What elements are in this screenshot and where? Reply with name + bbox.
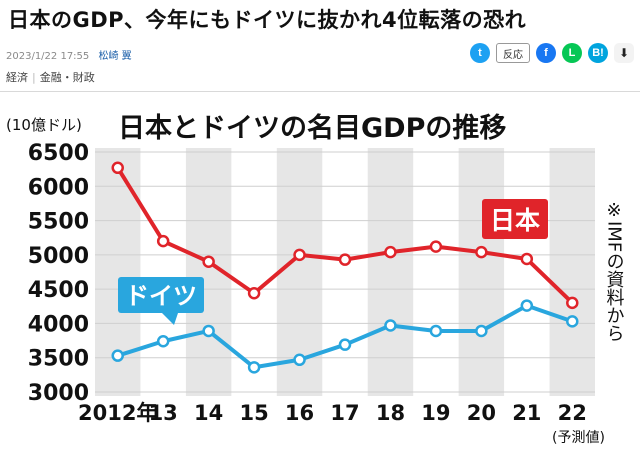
article-meta: 2023/1/22 17:55 松崎 翼 [6,47,132,62]
article-timestamp: 2023/1/22 17:55 [6,51,90,62]
data-point [156,234,170,248]
data-point [475,324,488,338]
data-point [293,353,306,367]
series-label-germany: ドイツ [125,282,197,310]
series-label-box [482,199,548,239]
y-tick-label: 6000 [28,175,89,200]
data-point [475,245,488,259]
chart-title: 日本とドイツの名目GDPの推移 [118,112,506,144]
data-point [566,296,579,310]
chart-series [111,161,579,374]
series-label-box [118,277,204,313]
y-tick-label: 5500 [28,210,89,235]
source-note: ※IMFの資料から [604,200,625,342]
data-point [520,252,534,266]
x-tick-label: 14 [194,401,223,425]
facebook-share-icon[interactable]: f [536,43,556,63]
data-point [338,253,352,266]
data-point [429,240,443,253]
grid-stripe [549,148,595,396]
x-tick-label: 15 [239,401,268,425]
y-tick-label: 3500 [28,347,89,372]
y-axis-ticks: 3000 3500 4000 4500 5000 5500 6000 6500 [28,141,89,406]
data-point [247,287,261,300]
data-point [384,245,397,259]
share-bar: t 反応 f L B! ⬇ [470,43,634,63]
x-tick-label: 19 [421,401,450,425]
reaction-count-button[interactable]: 反応 [496,43,530,63]
forecast-label: (予測値) [552,430,605,446]
twitter-share-icon[interactable]: t [470,43,490,63]
y-tick-label: 6500 [28,141,89,166]
data-point [111,161,124,175]
y-tick-label: 4000 [28,312,89,337]
x-tick-label: 20 [467,401,496,425]
x-tick-label: 17 [330,401,359,425]
line-share-icon[interactable]: L [562,43,582,63]
data-point [293,248,306,262]
data-point [384,319,397,332]
x-tick-label: 18 [376,401,405,425]
hatena-bookmark-icon[interactable]: B! [588,43,608,63]
y-axis-unit-label: (10億ドル) [6,116,82,134]
series-label-pointer [162,313,178,325]
category-separator: | [32,71,36,84]
data-point [338,338,352,351]
series-label-japan: 日本 [490,206,540,235]
header-divider [0,91,640,92]
y-tick-label: 5000 [28,244,89,269]
data-point [566,315,579,328]
gdp-line-chart: 3000 3500 4000 4500 5000 5500 6000 6500 2012年13… [0,92,640,475]
x-tick-label: 16 [285,401,314,425]
data-point [202,324,215,338]
pocket-save-icon[interactable]: ⬇ [614,43,634,63]
x-tick-label: 21 [512,401,541,425]
y-tick-label: 4500 [28,278,89,303]
data-point [520,299,534,312]
article-author-link[interactable]: 松崎 翼 [98,51,132,62]
x-tick-label: 22 [558,401,587,425]
data-point [202,255,215,268]
y-tick-label: 3000 [28,381,89,406]
article-categories: 経済 | 金融・財政 [6,69,95,85]
category-link-economy[interactable]: 経済 [6,71,28,84]
grid-stripe [458,148,505,396]
data-point [156,335,170,348]
data-point [247,361,261,374]
x-tick-label: 13 [149,401,178,425]
data-point [111,349,124,362]
data-point [429,324,443,338]
x-tick-label: 2012年 [78,401,157,425]
grid-stripe [367,148,414,396]
category-link-finance[interactable]: 金融・財政 [39,71,95,84]
article-headline: 日本のGDP、今年にもドイツに抜かれ4位転落の恐れ [8,8,527,32]
